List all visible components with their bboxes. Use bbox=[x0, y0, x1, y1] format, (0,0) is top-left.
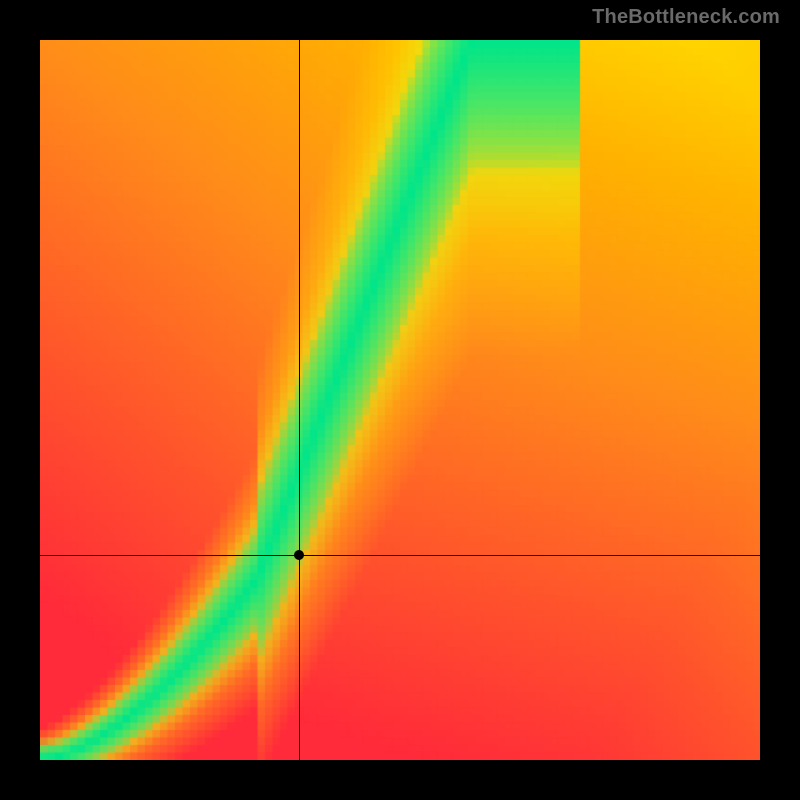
crosshair-vertical bbox=[299, 40, 300, 760]
watermark-text: TheBottleneck.com bbox=[592, 6, 780, 29]
crosshair-horizontal bbox=[40, 555, 760, 556]
plot-area bbox=[40, 40, 760, 760]
marker-dot bbox=[294, 550, 304, 560]
heatmap-canvas bbox=[40, 40, 760, 760]
